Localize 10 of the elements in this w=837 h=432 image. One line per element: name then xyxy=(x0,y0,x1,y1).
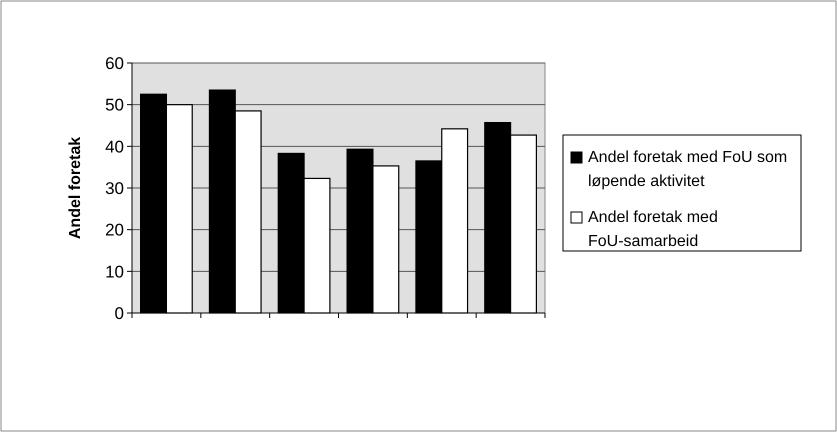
y-tick-label: 50 xyxy=(105,96,124,115)
y-tick-label: 60 xyxy=(105,54,124,73)
legend-label: Andel foretak med FoU-samarbeid xyxy=(588,209,718,250)
y-tick-label: 20 xyxy=(105,220,124,240)
y-axis-title: Andel foretak xyxy=(67,136,84,240)
y-tick-label: 30 xyxy=(105,178,124,198)
legend-label: Andel foretak med FoU som løpende aktivitet xyxy=(588,149,788,190)
y-tick-label: 0 xyxy=(114,304,124,323)
y-tick-label: 40 xyxy=(105,137,124,156)
y-tick-label: 10 xyxy=(105,262,124,282)
